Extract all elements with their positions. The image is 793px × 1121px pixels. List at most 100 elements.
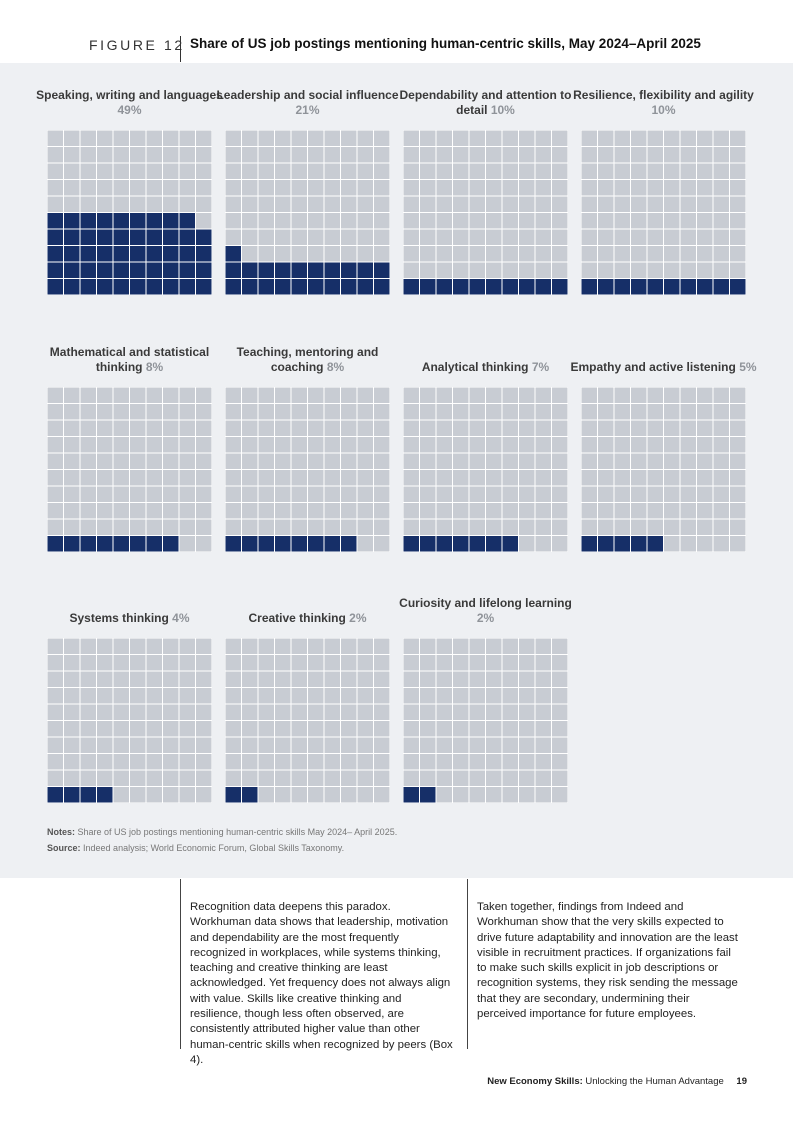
waffle-cell-empty bbox=[614, 470, 630, 486]
waffle-cell-empty bbox=[258, 671, 274, 687]
waffle-cell-empty bbox=[598, 163, 614, 179]
waffle-cell-empty bbox=[242, 519, 258, 535]
waffle-cell-empty bbox=[502, 262, 518, 278]
waffle-cell-empty bbox=[469, 688, 485, 704]
waffle-cell-empty bbox=[436, 420, 452, 436]
waffle-cell-empty bbox=[179, 737, 195, 753]
waffle-cell-empty bbox=[730, 229, 746, 245]
waffle-cell-empty bbox=[469, 130, 485, 146]
waffle-cell-empty bbox=[486, 787, 502, 803]
waffle-cell-empty bbox=[130, 453, 146, 469]
waffle-cell-filled bbox=[308, 262, 324, 278]
waffle-cell-empty bbox=[163, 688, 179, 704]
waffle-cell-empty bbox=[486, 737, 502, 753]
waffle-cell-empty bbox=[552, 470, 568, 486]
waffle-cell-filled bbox=[535, 279, 551, 295]
waffle-cell-empty bbox=[486, 262, 502, 278]
waffle-cell-empty bbox=[535, 262, 551, 278]
waffle-cell-empty bbox=[680, 229, 696, 245]
waffle-cell-empty bbox=[713, 262, 729, 278]
chart-notes: Notes: Share of US job postings mentioni… bbox=[47, 824, 397, 856]
waffle-cell-empty bbox=[598, 213, 614, 229]
waffle-cell-empty bbox=[47, 671, 63, 687]
waffle-cell-empty bbox=[581, 262, 597, 278]
waffle-cell-empty bbox=[519, 655, 535, 671]
waffle-cell-empty bbox=[341, 437, 357, 453]
waffle-cell-empty bbox=[453, 737, 469, 753]
waffle-cell-filled bbox=[374, 262, 390, 278]
waffle-cell-empty bbox=[291, 196, 307, 212]
waffle-cell-empty bbox=[502, 196, 518, 212]
waffle-cell-empty bbox=[163, 180, 179, 196]
waffle-cell-empty bbox=[80, 638, 96, 654]
waffle-cell-empty bbox=[146, 737, 162, 753]
waffle-cell-empty bbox=[113, 503, 129, 519]
waffle-cell-empty bbox=[47, 147, 63, 163]
waffle-cell-empty bbox=[502, 130, 518, 146]
waffle-cell-empty bbox=[519, 453, 535, 469]
waffle-cell-filled bbox=[581, 536, 597, 552]
waffle-cell-empty bbox=[420, 655, 436, 671]
waffle-cell-filled bbox=[420, 787, 436, 803]
skill-name: Resilience, flexibility and agility bbox=[573, 88, 754, 102]
waffle-cell-empty bbox=[374, 213, 390, 229]
waffle-cell-empty bbox=[64, 721, 80, 737]
waffle-cell-filled bbox=[163, 229, 179, 245]
waffle-cell-empty bbox=[130, 180, 146, 196]
waffle-cell-empty bbox=[357, 638, 373, 654]
waffle-cell-empty bbox=[519, 519, 535, 535]
waffle-cell-empty bbox=[308, 519, 324, 535]
waffle-cell-empty bbox=[436, 787, 452, 803]
waffle-cell-empty bbox=[420, 404, 436, 420]
waffle-cell-empty bbox=[647, 213, 663, 229]
waffle-cell-empty bbox=[552, 754, 568, 770]
waffle-cell-empty bbox=[324, 163, 340, 179]
waffle-cell-empty bbox=[64, 437, 80, 453]
waffle-cell-filled bbox=[374, 279, 390, 295]
waffle-cell-empty bbox=[598, 196, 614, 212]
waffle-cell-empty bbox=[713, 536, 729, 552]
waffle-cell-empty bbox=[179, 770, 195, 786]
waffle-cell-empty bbox=[519, 180, 535, 196]
waffle-cell-empty bbox=[80, 420, 96, 436]
waffle-cell-empty bbox=[552, 262, 568, 278]
waffle-cell-filled bbox=[80, 213, 96, 229]
waffle-cell-empty bbox=[341, 519, 357, 535]
waffle-cell-empty bbox=[697, 404, 713, 420]
waffle-cell-empty bbox=[552, 180, 568, 196]
waffle-cell-empty bbox=[64, 404, 80, 420]
column-rule-right bbox=[467, 879, 468, 1049]
source-text: Indeed analysis; World Economic Forum, G… bbox=[83, 843, 345, 853]
waffle-cell-empty bbox=[730, 536, 746, 552]
skill-name: Leadership and social influence bbox=[216, 88, 399, 102]
waffle-cell-empty bbox=[275, 420, 291, 436]
waffle-cell-empty bbox=[225, 754, 241, 770]
waffle-cell-empty bbox=[357, 453, 373, 469]
waffle-cell-filled bbox=[598, 279, 614, 295]
waffle-cell-empty bbox=[308, 721, 324, 737]
waffle-cell-empty bbox=[469, 180, 485, 196]
waffle-cell-empty bbox=[242, 130, 258, 146]
waffle-cell-empty bbox=[225, 486, 241, 502]
waffle-cell-empty bbox=[341, 754, 357, 770]
waffle-cell-filled bbox=[196, 246, 212, 262]
waffle-cell-empty bbox=[374, 387, 390, 403]
waffle-cell-empty bbox=[519, 503, 535, 519]
waffle-cell-empty bbox=[196, 655, 212, 671]
waffle-cell-empty bbox=[552, 486, 568, 502]
waffle-cell-empty bbox=[614, 196, 630, 212]
waffle-cell-empty bbox=[341, 196, 357, 212]
waffle-cell-empty bbox=[453, 163, 469, 179]
waffle-cell-empty bbox=[196, 671, 212, 687]
waffle-cell-empty bbox=[225, 704, 241, 720]
waffle-cell-empty bbox=[146, 387, 162, 403]
waffle-cell-empty bbox=[113, 180, 129, 196]
waffle-cell-empty bbox=[374, 655, 390, 671]
waffle-cell-filled bbox=[420, 536, 436, 552]
waffle-cell-empty bbox=[647, 229, 663, 245]
waffle-cell-empty bbox=[146, 180, 162, 196]
waffle-cell-empty bbox=[146, 404, 162, 420]
waffle-cell-empty bbox=[179, 503, 195, 519]
waffle-cell-empty bbox=[598, 147, 614, 163]
waffle-cell-empty bbox=[713, 470, 729, 486]
